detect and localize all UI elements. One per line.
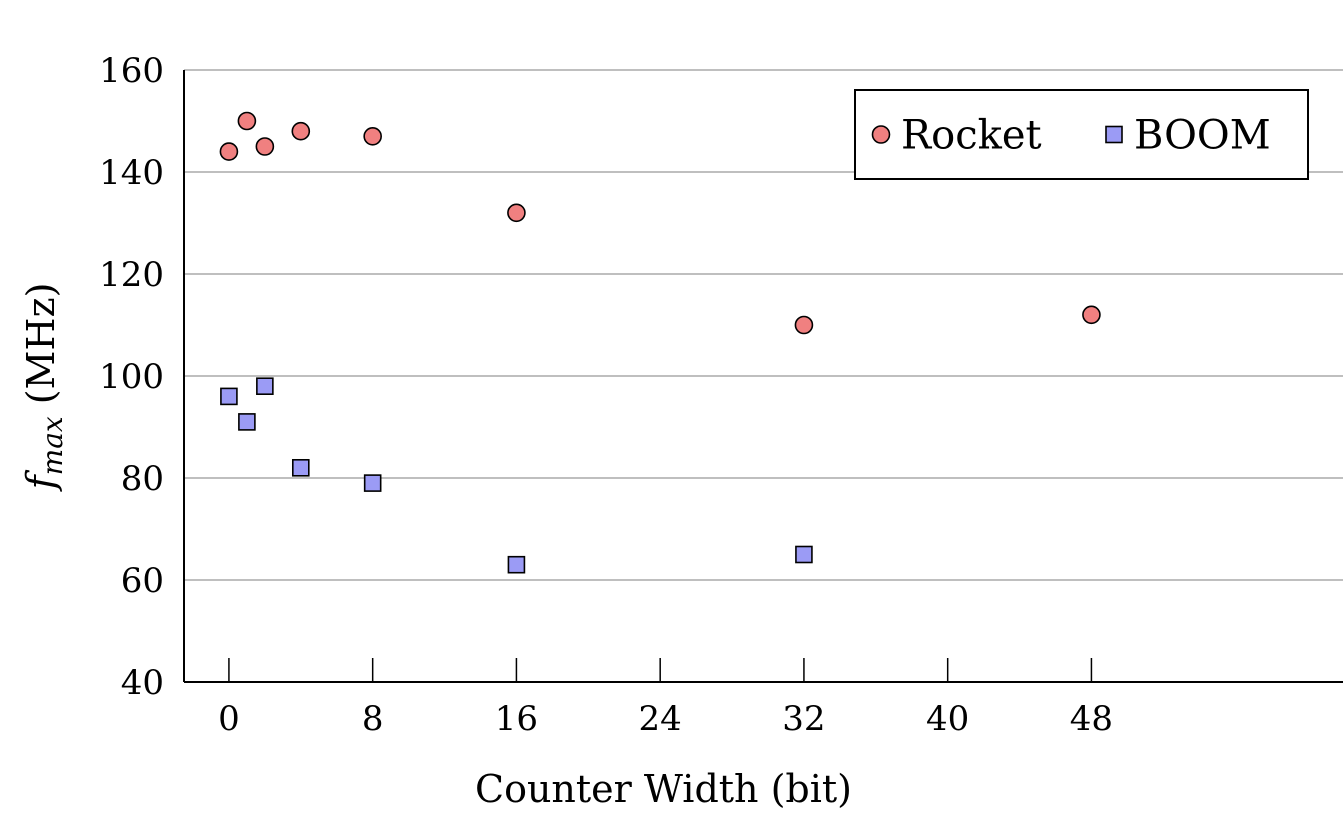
data-points	[219, 111, 1101, 574]
rocket-point	[255, 137, 275, 156]
x-tick-label: 8	[362, 699, 384, 739]
rocket-point	[1082, 305, 1101, 325]
x-tick-label: 48	[1070, 699, 1113, 739]
x-tick-label: 32	[782, 699, 825, 739]
y-tick-label: 80	[121, 459, 164, 499]
rocket-point	[291, 121, 311, 141]
x-tick-label: 40	[926, 699, 969, 739]
x-axis-title: Counter Width (bit)	[475, 767, 852, 811]
x-tick-label: 16	[495, 699, 538, 739]
x-tick-label: 0	[218, 699, 240, 739]
rocket-point	[794, 315, 814, 335]
boom-point	[220, 387, 238, 406]
rocket-point	[237, 111, 257, 131]
legend-marker-boom	[1105, 125, 1123, 144]
boom-point	[507, 555, 526, 574]
y-tick-label: 120	[99, 255, 164, 295]
y-tick-label: 40	[121, 663, 164, 703]
x-tick-label: 24	[639, 699, 682, 739]
boom-point	[363, 474, 382, 492]
boom-point	[256, 377, 274, 396]
y-tick-label: 60	[121, 561, 164, 601]
legend-marker-rocket	[871, 125, 891, 144]
rocket-point	[219, 142, 239, 161]
y-tick-label: 100	[99, 357, 164, 397]
axes	[183, 70, 1343, 683]
rocket-point	[363, 127, 382, 146]
boom-point	[238, 413, 256, 431]
legend: Rocket BOOM	[854, 89, 1309, 180]
legend-box	[854, 89, 1309, 180]
axis-ticks: 40 60 80 100 120 140 160 0 8 16 24 32 40 48	[99, 51, 1113, 739]
boom-point	[795, 545, 813, 564]
boom-point	[291, 458, 310, 477]
y-axis-title: fmax(MHz)	[19, 283, 69, 493]
y-axis-subscript: max	[36, 416, 69, 475]
y-axis-unit: (MHz)	[19, 283, 63, 405]
rocket-point	[507, 203, 526, 223]
y-tick-label: 140	[99, 153, 164, 193]
legend-label-boom: BOOM	[1134, 113, 1271, 159]
legend-label-rocket: Rocket	[901, 113, 1042, 159]
y-tick-label: 160	[99, 51, 164, 91]
